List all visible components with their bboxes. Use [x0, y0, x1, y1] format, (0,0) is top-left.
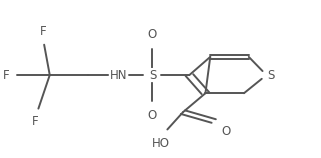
Text: F: F [32, 115, 39, 128]
Text: S: S [149, 69, 156, 82]
Text: F: F [3, 69, 10, 82]
Text: F: F [40, 25, 47, 38]
Text: O: O [222, 125, 231, 138]
Text: O: O [148, 109, 157, 122]
Text: O: O [148, 28, 157, 41]
Text: HN: HN [109, 69, 127, 82]
Text: S: S [268, 69, 275, 82]
Text: HO: HO [152, 137, 169, 150]
